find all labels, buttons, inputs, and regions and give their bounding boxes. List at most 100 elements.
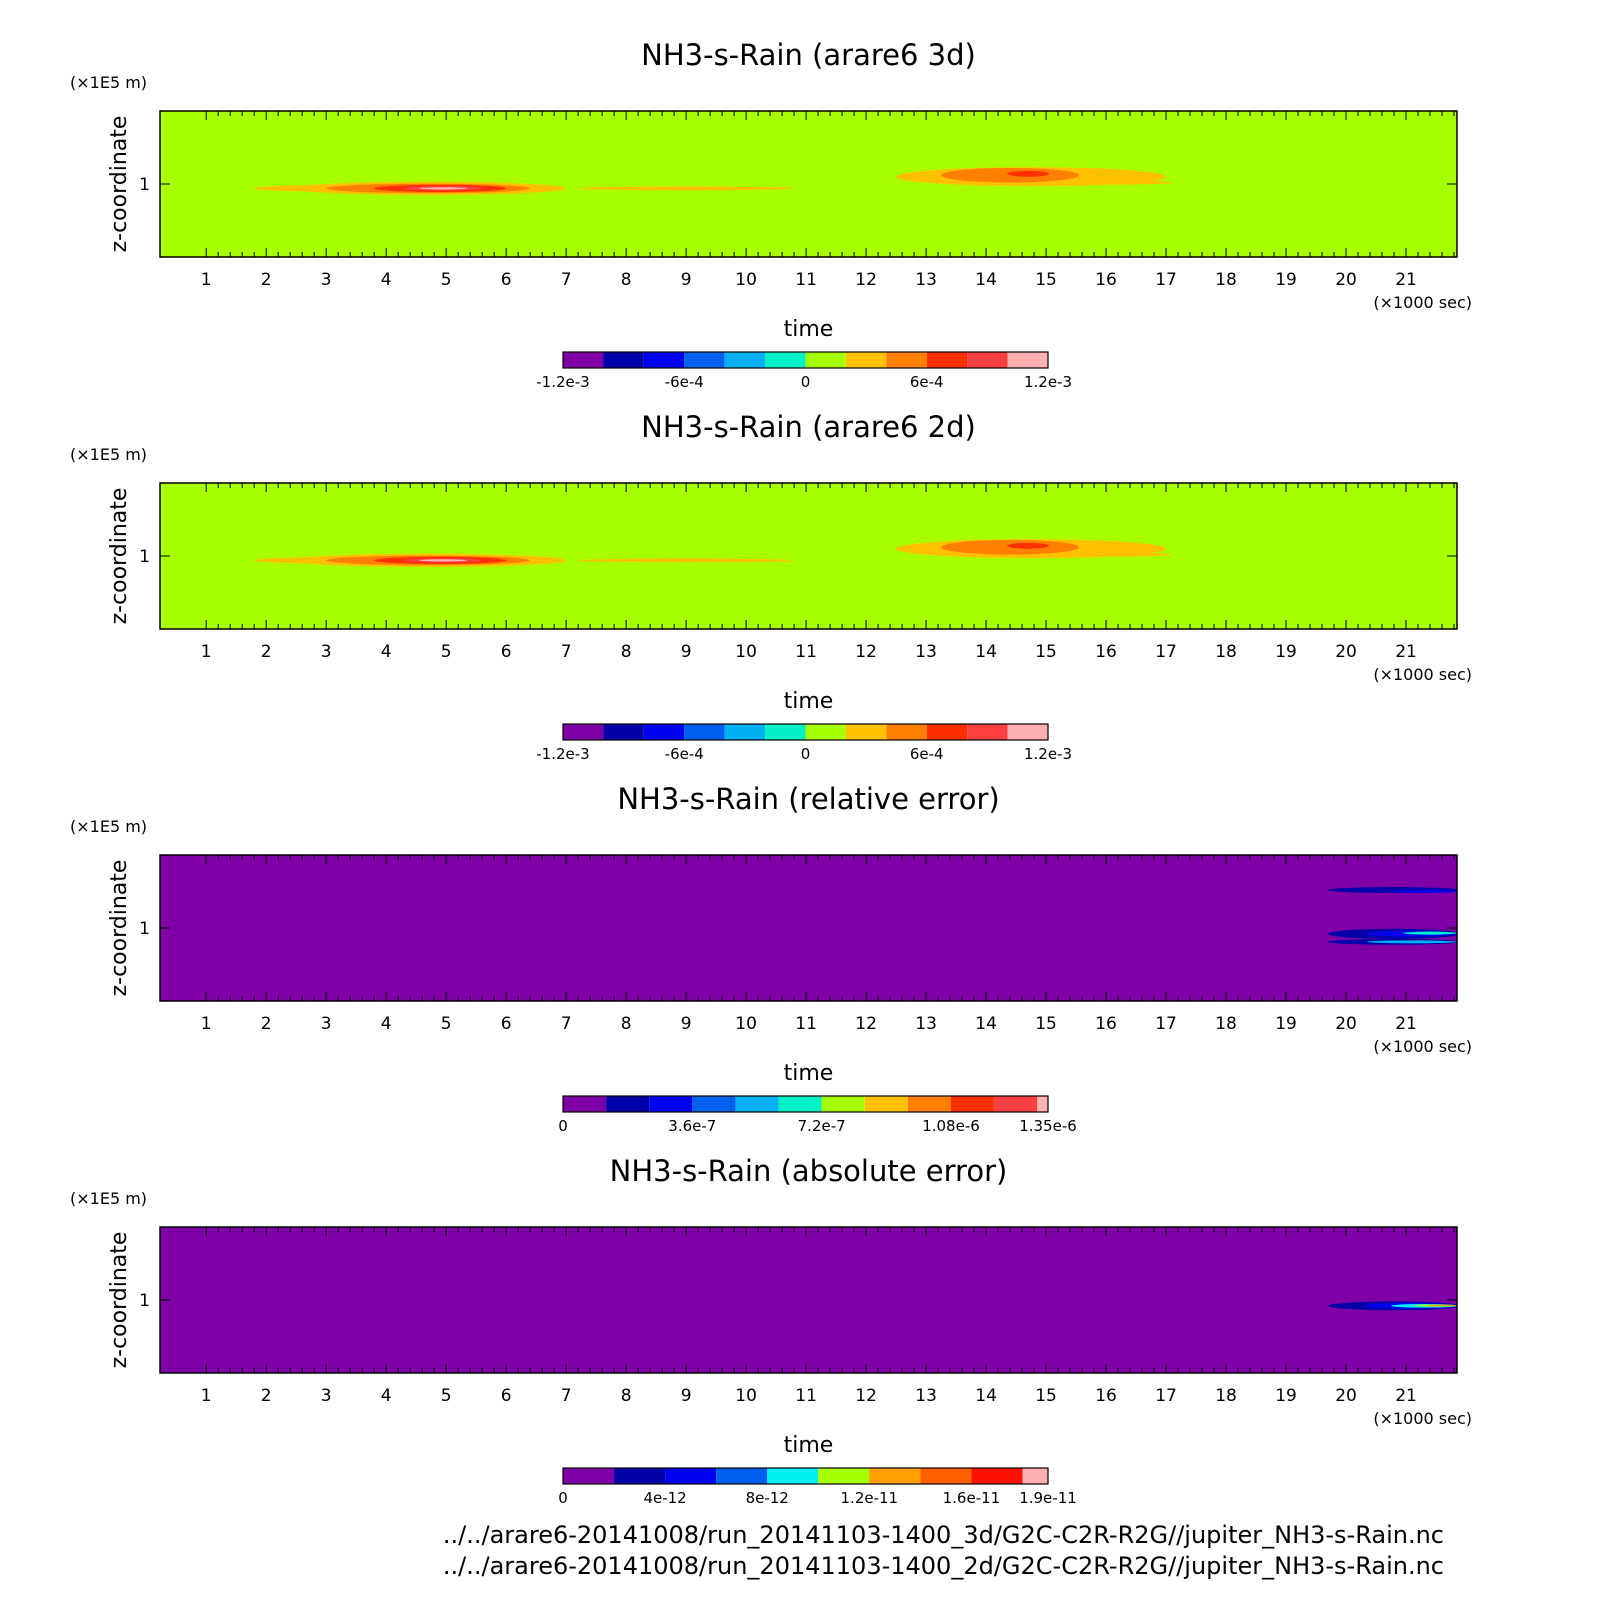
colorbar-tick-label: 1.2e-3 — [1024, 745, 1072, 763]
y-tick-label: 1 — [139, 919, 150, 939]
colorbar-tick-label: -1.2e-3 — [536, 373, 589, 391]
colorbar-tick-label: 0 — [801, 745, 811, 763]
colorbar-frame — [562, 351, 1049, 369]
colorbar-swatch — [716, 1468, 768, 1484]
x-tick-label: 5 — [441, 642, 452, 662]
plot-background — [160, 1227, 1457, 1373]
x-tick-label: 4 — [381, 1386, 392, 1406]
x-tick-label: 20 — [1335, 1386, 1357, 1406]
colorbar-swatch — [821, 1096, 865, 1112]
x-tick-label: 3 — [321, 1014, 332, 1034]
x-tick-label: 21 — [1395, 1386, 1417, 1406]
x-unit-label: (×1000 sec) — [1373, 665, 1472, 684]
colorbar-swatch — [1007, 724, 1048, 740]
colorbar-swatch — [1022, 1468, 1048, 1484]
colorbar-tick-label: 1.9e-11 — [1019, 1489, 1077, 1507]
colorbar-tick-label: 1.08e-6 — [922, 1117, 980, 1135]
colorbar-tick-label: 1.35e-6 — [1019, 1117, 1077, 1135]
colorbar-swatch — [886, 724, 927, 740]
x-tick-label: 16 — [1095, 1386, 1117, 1406]
colorbar-swatch — [926, 352, 968, 368]
colorbar-swatch — [684, 724, 725, 740]
x-tick-label: 18 — [1215, 270, 1237, 290]
colorbar-tick-label: 1.2e-11 — [841, 1489, 899, 1507]
contour-region — [1391, 890, 1457, 893]
x-tick-label: 2 — [261, 270, 272, 290]
colorbar-swatch — [967, 352, 1008, 368]
plot-background — [160, 855, 1457, 1001]
x-tick-label: 19 — [1275, 270, 1297, 290]
x-tick-label: 12 — [855, 1014, 877, 1034]
chart-title: NH3-s-Rain (absolute error) — [610, 1154, 1008, 1188]
x-tick-label: 16 — [1095, 642, 1117, 662]
x-tick-label: 17 — [1155, 270, 1177, 290]
y-axis-label: z-coordinate — [107, 488, 132, 625]
x-unit-label: (×1000 sec) — [1373, 293, 1472, 312]
colorbar-swatch — [765, 352, 806, 368]
colorbar-swatch — [765, 724, 806, 740]
x-tick-label: 17 — [1155, 642, 1177, 662]
colorbar-tick-label: 6e-4 — [910, 745, 944, 763]
colorbar-swatch — [845, 724, 887, 740]
colorbar-tick-label: 7.2e-7 — [798, 1117, 846, 1135]
chart-title: NH3-s-Rain (arare6 3d) — [641, 38, 976, 72]
x-tick-label: 8 — [621, 1386, 632, 1406]
x-tick-label: 10 — [735, 270, 757, 290]
x-tick-label: 19 — [1275, 1386, 1297, 1406]
colorbar-swatch — [603, 352, 644, 368]
x-tick-label: 4 — [381, 1014, 392, 1034]
colorbar-swatch — [951, 1096, 995, 1112]
x-tick-label: 8 — [621, 642, 632, 662]
x-tick-label: 3 — [321, 642, 332, 662]
x-tick-label: 11 — [795, 1386, 817, 1406]
colorbar-frame — [562, 1467, 1049, 1485]
colorbar-swatch — [805, 724, 846, 740]
x-tick-label: 15 — [1035, 1014, 1057, 1034]
x-tick-label: 15 — [1035, 1386, 1057, 1406]
x-tick-label: 10 — [735, 1014, 757, 1034]
y-unit-label: (×1E5 m) — [70, 1189, 147, 1208]
x-tick-label: 19 — [1275, 642, 1297, 662]
x-tick-label: 5 — [441, 1014, 452, 1034]
chart-title: NH3-s-Rain (arare6 2d) — [641, 410, 976, 444]
x-tick-label: 4 — [381, 270, 392, 290]
colorbar-tick-label: 0 — [558, 1117, 568, 1135]
x-tick-label: 19 — [1275, 1014, 1297, 1034]
x-tick-label: 13 — [915, 1014, 937, 1034]
x-tick-label: 2 — [261, 1386, 272, 1406]
x-tick-label: 14 — [975, 642, 997, 662]
colorbar-swatch — [735, 1096, 779, 1112]
contour-region — [1367, 940, 1457, 944]
x-tick-label: 13 — [915, 270, 937, 290]
x-axis-label: time — [784, 317, 834, 342]
colorbar-swatch — [869, 1468, 921, 1484]
x-tick-label: 12 — [855, 1386, 877, 1406]
colorbar-swatch — [563, 724, 604, 740]
x-unit-label: (×1000 sec) — [1373, 1037, 1472, 1056]
x-unit-label: (×1000 sec) — [1373, 1409, 1472, 1428]
y-tick-label: 1 — [139, 175, 150, 195]
colorbar-tick-label: 0 — [558, 1489, 568, 1507]
x-tick-label: 5 — [441, 270, 452, 290]
colorbar-tick-label: 1.6e-11 — [943, 1489, 1001, 1507]
y-tick-label: 1 — [139, 547, 150, 567]
colorbar-swatch — [818, 1468, 870, 1484]
colorbar-swatch — [724, 352, 766, 368]
x-tick-label: 9 — [681, 642, 692, 662]
colorbar-tick-label: 8e-12 — [746, 1489, 789, 1507]
x-tick-label: 12 — [855, 642, 877, 662]
y-unit-label: (×1E5 m) — [70, 73, 147, 92]
x-tick-label: 3 — [321, 1386, 332, 1406]
colorbar-tick-label: -6e-4 — [665, 373, 704, 391]
x-tick-label: 9 — [681, 270, 692, 290]
colorbar-swatch — [692, 1096, 736, 1112]
x-tick-label: 20 — [1335, 642, 1357, 662]
x-tick-label: 18 — [1215, 1014, 1237, 1034]
x-tick-label: 6 — [501, 1014, 512, 1034]
chart-title: NH3-s-Rain (relative error) — [617, 782, 999, 816]
contour-region — [1007, 542, 1050, 549]
x-tick-label: 11 — [795, 1014, 817, 1034]
x-axis-label: time — [784, 689, 834, 714]
x-tick-label: 10 — [735, 1386, 757, 1406]
colorbar-tick-label: 3.6e-7 — [668, 1117, 716, 1135]
